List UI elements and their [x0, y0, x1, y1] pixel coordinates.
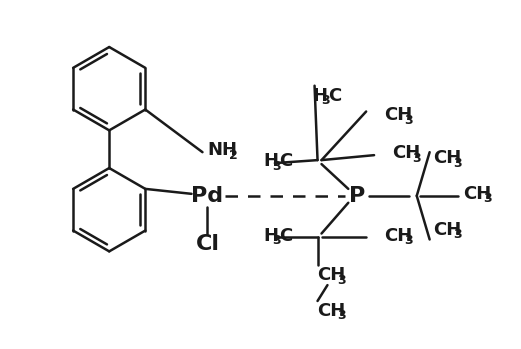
Text: 3: 3	[453, 157, 462, 170]
Text: 3: 3	[483, 192, 492, 205]
Text: H: H	[263, 152, 278, 170]
Text: H: H	[313, 87, 328, 105]
Text: Cl: Cl	[195, 235, 219, 254]
Text: CH: CH	[317, 266, 346, 284]
Text: CH: CH	[384, 227, 412, 245]
Text: P: P	[349, 186, 365, 206]
Text: 3: 3	[338, 274, 346, 287]
Text: CH: CH	[433, 221, 462, 239]
Text: Pd: Pd	[191, 186, 224, 206]
Text: 2: 2	[229, 149, 238, 162]
Text: 3: 3	[272, 234, 280, 247]
Text: 3: 3	[338, 309, 346, 322]
Text: NH: NH	[207, 141, 238, 159]
Text: 3: 3	[412, 151, 420, 165]
Text: H: H	[263, 227, 278, 245]
Text: C: C	[328, 87, 342, 105]
Text: CH: CH	[433, 149, 462, 167]
Text: C: C	[279, 152, 292, 170]
Text: 3: 3	[321, 94, 330, 107]
Text: CH: CH	[384, 106, 412, 125]
Text: CH: CH	[463, 185, 492, 203]
Text: CH: CH	[392, 144, 420, 162]
Text: 3: 3	[453, 228, 462, 241]
Text: 3: 3	[404, 114, 413, 127]
Text: C: C	[279, 227, 292, 245]
Text: 3: 3	[404, 234, 413, 247]
Text: CH: CH	[317, 302, 346, 320]
Text: 3: 3	[272, 159, 280, 172]
